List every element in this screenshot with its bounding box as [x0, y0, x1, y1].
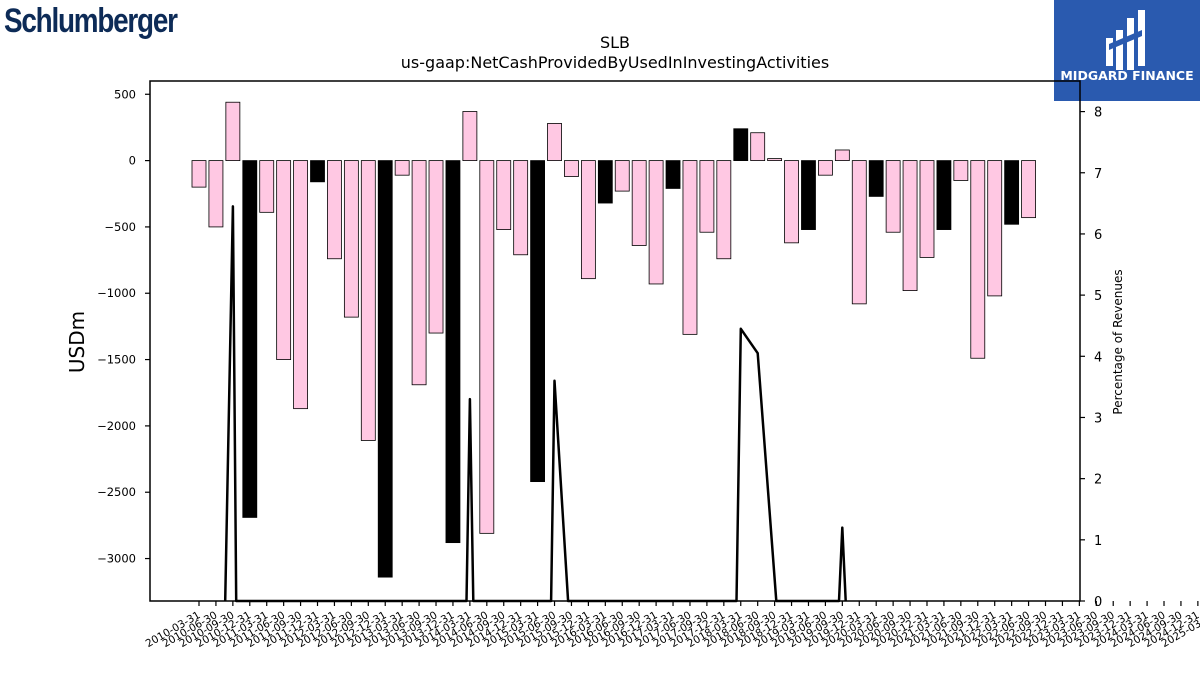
y-tick-label: 0 — [129, 154, 136, 168]
y2-tick-label: 7 — [1094, 167, 1102, 182]
chart-title: SLB — [600, 33, 630, 52]
y2-tick-label: 0 — [1094, 595, 1102, 610]
quarterly-bar — [1021, 160, 1036, 219]
y2-tick-label: 6 — [1094, 228, 1102, 243]
quarterly-bar — [496, 160, 512, 230]
quarterly-bar — [411, 160, 427, 386]
y2-tick-label: 3 — [1094, 411, 1102, 426]
quarterly-bar — [953, 160, 969, 181]
quarterly-bar — [513, 160, 529, 256]
y-tick-label: −1000 — [97, 286, 136, 300]
quarterly-bar — [191, 160, 207, 188]
quarterly-bar — [276, 160, 292, 360]
quarterly-bar — [851, 160, 867, 305]
annual-bar — [597, 160, 613, 204]
quarterly-bar — [970, 160, 986, 359]
quarterly-bar — [547, 123, 562, 161]
quarterly-bar — [327, 160, 342, 260]
quarterly-bar — [259, 160, 275, 213]
chart-subtitle: us-gaap:NetCashProvidedByUsedInInvesting… — [401, 53, 829, 72]
quarterly-bar — [648, 160, 664, 285]
y-tick-label: −2500 — [97, 485, 136, 499]
y-tick-label: −1500 — [97, 353, 136, 367]
annual-bar — [665, 160, 681, 189]
y2-tick-label: 1 — [1094, 534, 1102, 549]
quarterly-bar — [225, 101, 241, 161]
y-tick-label: −500 — [104, 220, 136, 234]
midgard-mark-icon — [1106, 10, 1145, 70]
annual-bar — [936, 160, 952, 230]
quarterly-bar — [631, 160, 647, 246]
annual-bar — [310, 160, 325, 183]
quarterly-bar — [428, 160, 444, 334]
quarterly-bar — [462, 111, 478, 161]
quarterly-bar — [699, 160, 715, 233]
annual-bar — [801, 160, 816, 230]
quarterly-bar — [919, 160, 935, 258]
quarterly-bar — [818, 160, 833, 176]
quarterly-bar — [614, 160, 630, 192]
y-tick-label: 500 — [114, 87, 136, 101]
axes-layer: 500 0 −500 −1000 −1500 −2000 −2500 −3000 0 1 2 3 4 5 6… — [97, 80, 1200, 650]
annual-bar — [868, 160, 884, 197]
y2-tick-label: 8 — [1094, 106, 1102, 121]
quarterly-bar — [885, 160, 901, 233]
quarterly-bar — [834, 149, 850, 161]
quarterly-bar — [564, 160, 579, 177]
quarterly-bar — [580, 160, 596, 280]
quarterly-bar — [479, 160, 495, 534]
y2-tick-label: 2 — [1094, 473, 1102, 488]
quarterly-bar — [784, 160, 799, 244]
midgard-finance-logo: MIDGARD FINANCE — [1054, 0, 1200, 101]
annual-bar — [445, 160, 461, 544]
y2-axis-label: Percentage of Revenues — [1111, 269, 1125, 414]
y-axis-label: USDm — [65, 311, 89, 373]
annual-bar — [377, 160, 393, 578]
bars-layer — [191, 101, 1036, 578]
y2-tick-label: 4 — [1094, 350, 1102, 365]
quarterly-bar — [343, 160, 359, 318]
y2-tick-label: 5 — [1094, 289, 1102, 304]
midgard-finance-text: MIDGARD FINANCE — [1060, 68, 1194, 83]
quarterly-bar — [293, 160, 308, 410]
annual-bar — [530, 160, 545, 483]
quarterly-bar — [360, 160, 376, 441]
annual-bar — [242, 160, 258, 518]
annual-bar — [733, 128, 749, 161]
quarterly-bar — [750, 132, 766, 161]
quarterly-bar — [716, 160, 732, 260]
quarterly-bar — [767, 158, 783, 161]
y-tick-label: −3000 — [97, 552, 136, 566]
y-tick-label: −2000 — [97, 419, 136, 433]
annual-bar — [1004, 160, 1020, 225]
quarterly-bar — [682, 160, 698, 335]
quarterly-bar — [902, 160, 918, 291]
schlumberger-logo: Schlumberger — [4, 2, 178, 40]
plot-frame — [149, 80, 1081, 602]
quarterly-bar — [208, 160, 224, 228]
quarterly-bar — [394, 160, 410, 176]
quarterly-bar — [987, 160, 1003, 297]
